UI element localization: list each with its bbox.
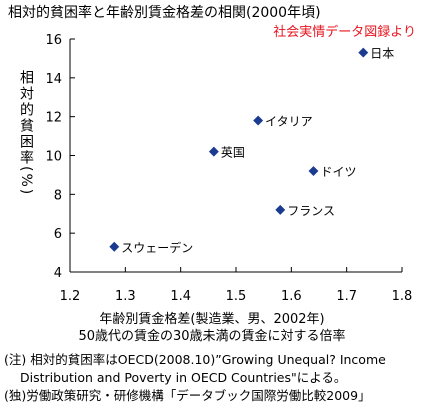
y-tick-label: 8 <box>54 188 62 203</box>
x-tick-label: 1.3 <box>115 289 136 304</box>
x-tick-label: 1.7 <box>336 289 357 304</box>
y-tick-label: 4 <box>54 266 62 281</box>
y-tick-label: 10 <box>45 150 62 165</box>
x-tick-label: 1.8 <box>392 289 413 304</box>
source-note: (独)労働政策研究・研修機構「データブック国際労働比較2009」 <box>4 388 371 403</box>
x-axis-label-line2: 50歳代の賃金の30歳未満の賃金に対する倍率 <box>78 329 346 344</box>
data-point-label: スウェーデン <box>121 240 193 255</box>
y-tick-label: 6 <box>54 227 62 242</box>
y-ticks: 4 6 8 10 12 14 16 <box>45 33 75 281</box>
y-tick-label: 12 <box>45 111 62 126</box>
x-axis-label-line1: 年齢別賃金格差(製造業、男、2002年) <box>99 312 325 327</box>
data-point-label: 日本 <box>370 47 394 61</box>
data-point-label: イタリア <box>265 115 313 129</box>
y-tick-label: 16 <box>45 33 62 48</box>
data-point <box>308 166 319 176</box>
data-point <box>275 204 286 215</box>
data-point <box>358 47 369 58</box>
data-point-label: フランス <box>287 204 335 218</box>
note-line2: Distribution and Poverty in OECD Countri… <box>20 370 347 385</box>
y-tick-label: 14 <box>45 72 62 87</box>
x-ticks: 1.2 1.3 1.4 1.5 1.6 1.7 1.8 <box>60 267 413 304</box>
chart-title: 相対的貧困率と年齢別賃金格差の相関(2000年頃) <box>8 5 321 21</box>
x-tick-label: 1.4 <box>170 289 191 304</box>
data-point <box>109 241 120 252</box>
data-point-label: ドイツ <box>320 165 356 179</box>
y-axis-label: 相対的貧困率(%) <box>18 70 34 197</box>
x-tick-label: 1.5 <box>226 289 247 304</box>
data-point-label: 英国 <box>221 146 245 160</box>
x-tick-label: 1.6 <box>281 289 302 304</box>
data-point <box>253 115 264 126</box>
note-line1: (注) 相対的貧困率はOECD(2008.10)”Growing Unequal… <box>4 352 386 367</box>
source-label: 社会実情データ図録より <box>273 25 416 40</box>
x-tick-label: 1.2 <box>60 289 81 304</box>
data-point <box>208 146 219 157</box>
